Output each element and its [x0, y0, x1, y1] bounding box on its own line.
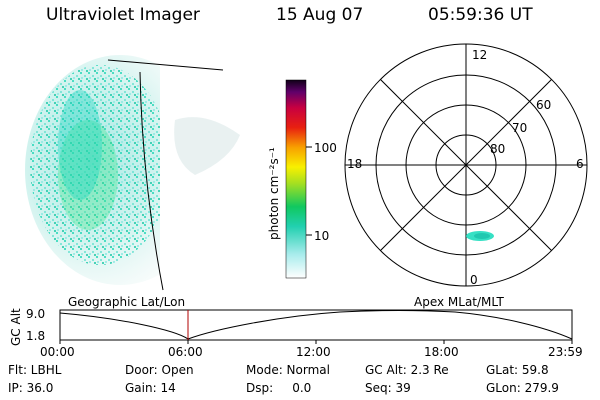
earth-disk-glow [25, 55, 215, 285]
earth-disk-speckle [30, 65, 170, 265]
faint-dayside [174, 117, 240, 175]
lat-label-70: 70 [512, 121, 527, 135]
polar-diag-2 [380, 79, 552, 251]
night-cut [160, 60, 245, 290]
y-tick-9: 9.0 [26, 307, 45, 321]
glon-info: GLon: 279.9 [486, 381, 559, 395]
mlt-label-12: 12 [472, 48, 487, 62]
filter-info: Flt: LBHL [8, 363, 62, 377]
polar-ring-outer [344, 43, 588, 287]
glat-info: GLat: 59.8 [486, 363, 549, 377]
timeline-frame [59, 309, 573, 341]
terminator-line [139, 71, 164, 291]
x-tick-0600: 06:00 [168, 345, 203, 359]
polar-aurora-patch [466, 231, 494, 241]
gain-info: Gain: 14 [125, 381, 176, 395]
polar-ring-60 [375, 74, 557, 256]
dsp-info: Dsp: 0.0 [246, 381, 312, 395]
colorbar-tick-10: 10 [314, 229, 329, 243]
seq-info: Seq: 39 [365, 381, 411, 395]
polar-diag-1 [380, 79, 552, 251]
x-tick-1200: 12:00 [296, 345, 331, 359]
y-tick-1: 1.8 [26, 329, 45, 343]
timeline-label-right: Apex MLat/MLT [414, 295, 504, 309]
date-label: 15 Aug 07 [276, 5, 364, 25]
timeline-label-left: Geographic Lat/Lon [68, 295, 185, 309]
time-label: 05:59:36 UT [428, 5, 533, 25]
colorbar-scale [285, 79, 307, 279]
colorbar-label: photon cm⁻²s⁻¹ [267, 147, 281, 240]
ip-info: IP: 36.0 [8, 381, 54, 395]
polar-ring-80 [435, 134, 497, 196]
lat-label-60: 60 [536, 98, 551, 112]
timeline-ylabel: GC Alt [9, 308, 23, 346]
auroral-oval-bright [58, 120, 118, 230]
x-tick-0000: 00:00 [40, 345, 75, 359]
gc-alt-info: GC Alt: 2.3 Re [365, 363, 449, 377]
limb-line [107, 59, 224, 71]
instrument-title: Ultraviolet Imager [46, 5, 200, 25]
lat-label-80: 80 [490, 142, 505, 156]
altitude-curve [59, 310, 573, 340]
auroral-oval-core [58, 90, 102, 200]
x-tick-2359: 23:59 [548, 345, 583, 359]
mode-info: Mode: Normal [246, 363, 330, 377]
colorbar-tick-100: 100 [314, 141, 337, 155]
x-tick-1800: 18:00 [424, 345, 459, 359]
mlt-label-0: 0 [470, 273, 478, 287]
door-info: Door: Open [125, 363, 194, 377]
mlt-label-6: 6 [576, 157, 584, 171]
mlt-label-18: 18 [347, 157, 362, 171]
polar-ring-70 [405, 104, 527, 226]
